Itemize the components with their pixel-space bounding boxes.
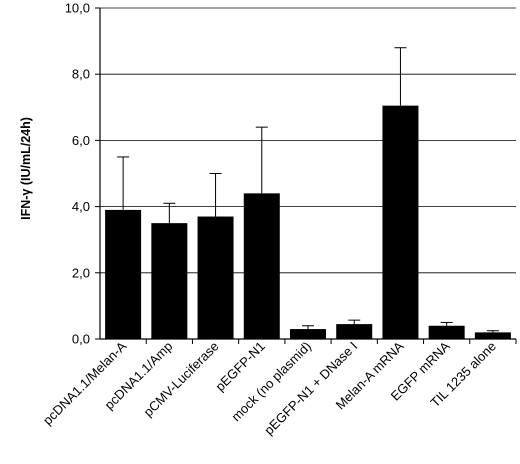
y-tick-label: 0,0 <box>72 332 90 347</box>
bars <box>105 105 511 340</box>
y-axis-title: IFN-γ (IU/mL/24h) <box>19 117 33 220</box>
y-tick-label: 2,0 <box>72 265 90 280</box>
bar <box>290 329 326 339</box>
bar <box>243 193 280 339</box>
y-tick-labels: 0,0 2,0 4,0 6,0 8,0 10,0 <box>65 1 90 347</box>
x-tick-labels: pcDNA1.1/Melan-ApcDNA1.1/AmppCMV-Lucifer… <box>40 338 499 437</box>
bar <box>151 223 188 339</box>
bar <box>382 105 419 340</box>
bar <box>428 325 465 339</box>
axes <box>95 7 517 344</box>
error-bars <box>117 47 499 333</box>
bar <box>105 209 142 339</box>
y-tick-label: 10,0 <box>65 1 90 16</box>
x-tick-label: mock (no plasmid) <box>228 339 314 425</box>
y-tick-label: 8,0 <box>72 67 90 82</box>
bar <box>336 324 373 339</box>
y-tick-label: 6,0 <box>72 133 90 148</box>
bar <box>474 332 511 339</box>
bar <box>197 216 234 339</box>
x-tick-label: pcDNA1.1/Melan-A <box>40 338 130 428</box>
y-tick-label: 4,0 <box>72 199 90 214</box>
